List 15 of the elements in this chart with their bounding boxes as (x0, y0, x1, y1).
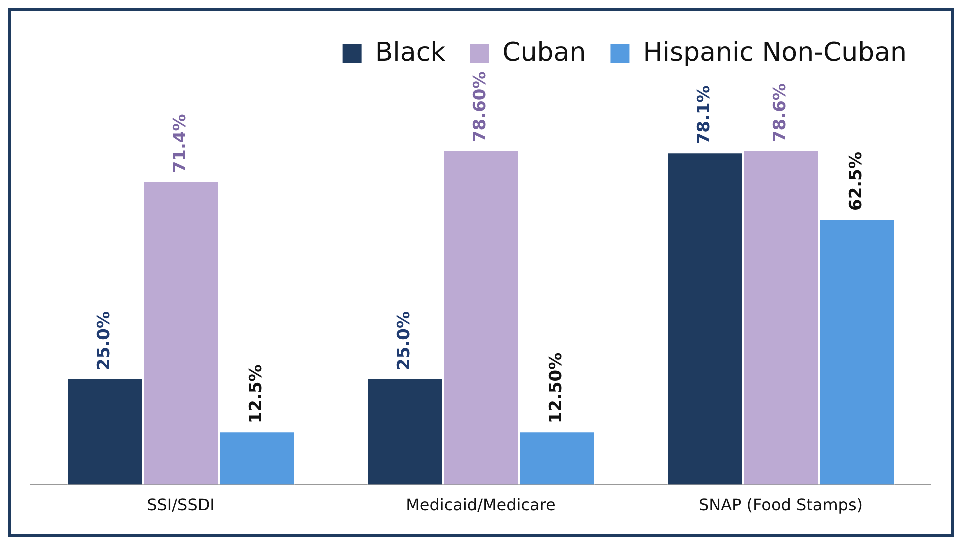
legend-label: Hispanic Non-Cuban (643, 38, 908, 68)
data-label: 78.60% (470, 72, 490, 143)
data-label: 78.1% (694, 86, 714, 145)
legend-label: Cuban (502, 38, 586, 68)
data-label: 62.5% (846, 152, 866, 212)
data-label: 25.0% (94, 312, 114, 370)
data-label: 12.5% (246, 364, 266, 424)
x-tick-label: Medicaid/Medicare (406, 496, 556, 515)
data-label: 71.4% (170, 114, 190, 174)
x-tick-label: SNAP (Food Stamps) (698, 496, 864, 515)
data-label: 12.50% (546, 352, 566, 424)
x-tick-label: SSI/SSDI (147, 496, 215, 515)
legend-label: Black (375, 38, 446, 68)
data-label: 78.6% (770, 84, 790, 143)
data-label: 25.0% (394, 312, 414, 370)
